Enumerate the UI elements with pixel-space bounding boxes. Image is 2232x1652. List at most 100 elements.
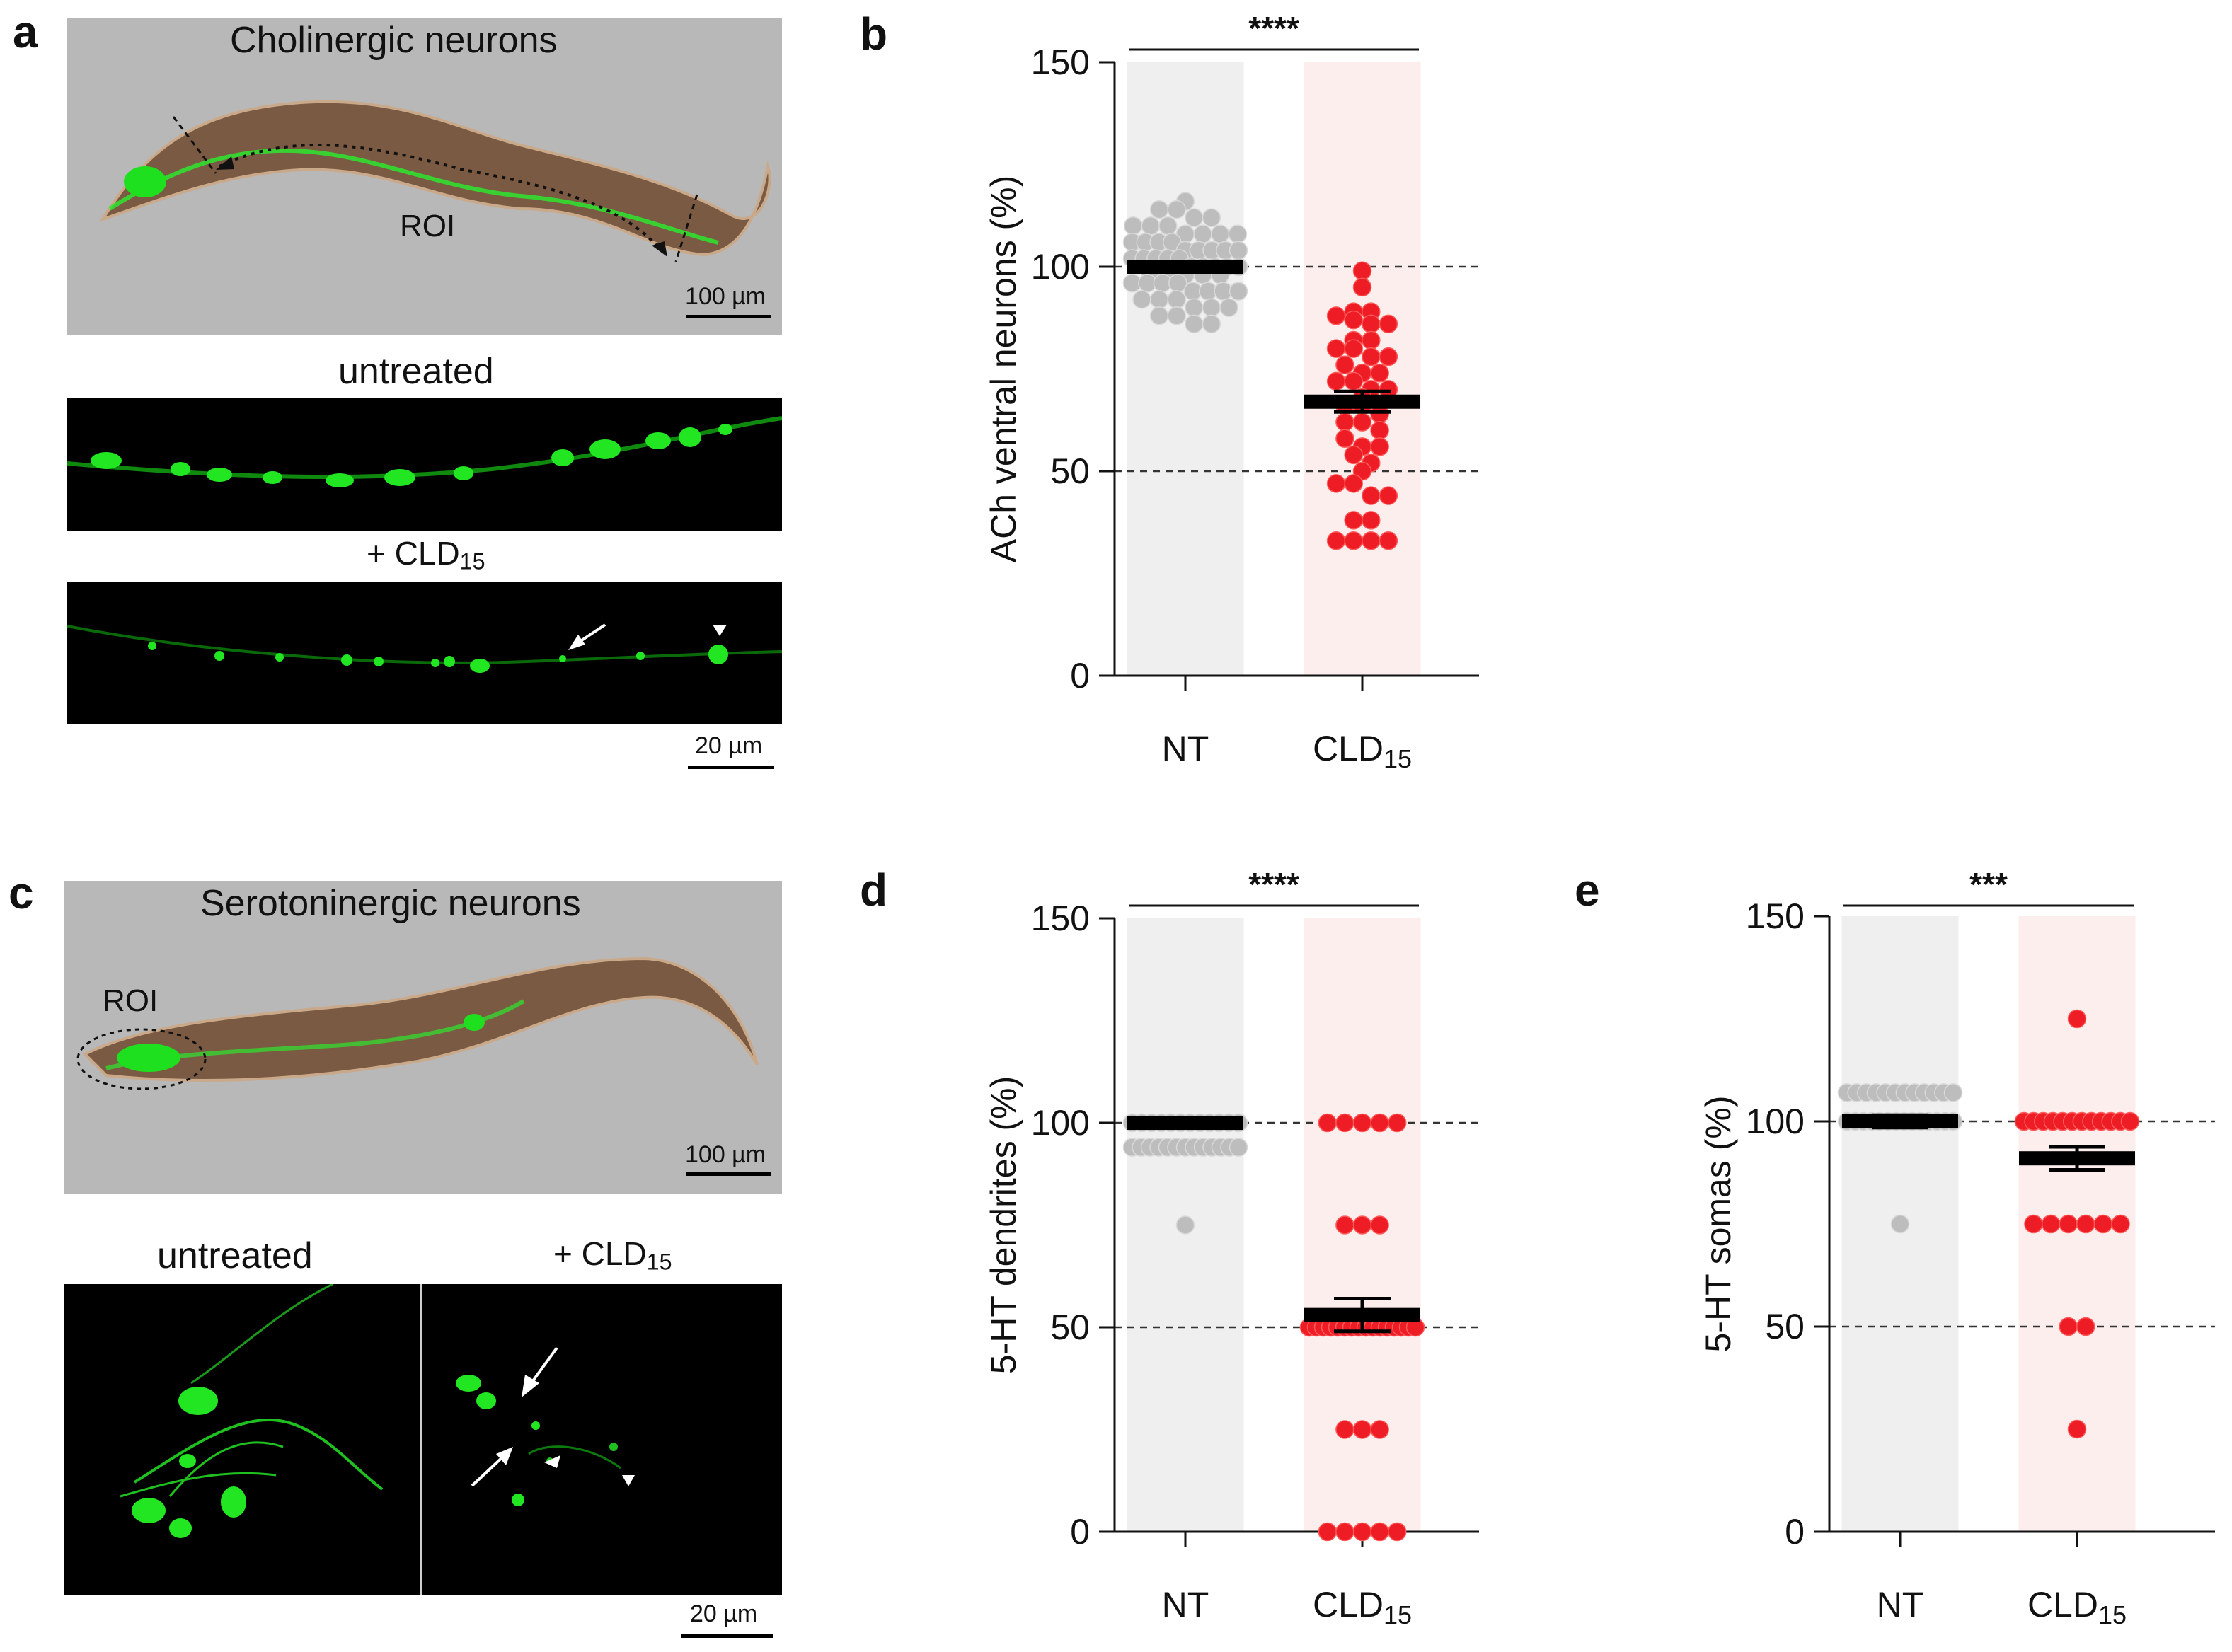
x-tick-label-nt: NT xyxy=(1877,1585,1924,1624)
serotoninergic-treated-micrograph xyxy=(422,1284,782,1595)
roi-arrow-path xyxy=(219,144,663,253)
roi-label-a: ROI xyxy=(400,209,456,243)
data-point-cld15 xyxy=(1370,364,1389,383)
data-point-cld15 xyxy=(2120,1111,2140,1131)
data-point-cld15 xyxy=(1387,1113,1407,1133)
data-point-cld15 xyxy=(2024,1214,2043,1234)
data-point-cld15 xyxy=(1370,1113,1389,1133)
chart-e: e 0 50 100 150 5-HT somas (%) NT CLD15 *** xyxy=(1575,865,2215,1629)
data-point-cld15 xyxy=(1352,1215,1372,1235)
data-point-nt xyxy=(1202,208,1221,227)
data-point-cld15 xyxy=(1335,1522,1354,1542)
chart-d-container: d 0 50 100 150 5-HT dendrites (%) NT CLD15 **** xyxy=(835,856,1529,1648)
arrowhead-icon xyxy=(544,1455,560,1468)
roi-arrow-head-left xyxy=(216,156,234,170)
data-point-cld15 xyxy=(1326,531,1346,550)
y-tick-label: 50 xyxy=(1765,1307,1805,1346)
data-point-nt xyxy=(1149,289,1169,309)
y-tick-label: 150 xyxy=(1031,42,1090,82)
scale-label-a-top: 100 µm xyxy=(685,283,766,310)
data-point-cld15 xyxy=(1362,314,1381,334)
data-point-nt xyxy=(1185,298,1204,318)
data-point-nt xyxy=(1167,306,1186,325)
mean-bar-nt xyxy=(1127,1116,1243,1130)
cholinergic-treated-micrograph xyxy=(67,582,782,724)
y-tick-label: 50 xyxy=(1050,1307,1090,1347)
data-point-cld15 xyxy=(2059,1317,2078,1336)
data-point-cld15 xyxy=(1344,474,1363,493)
treated-label-a-sub: 15 xyxy=(459,548,485,574)
data-point-cld15 xyxy=(1326,306,1346,325)
scale-bar-c-bottom xyxy=(681,1634,773,1638)
data-point-nt xyxy=(1202,298,1221,318)
data-point-nt xyxy=(1185,208,1204,227)
data-point-cld15 xyxy=(1326,371,1346,391)
cholinergic-worm-image: Cholinergic neurons ROI 100 µm xyxy=(67,18,782,335)
data-point-nt xyxy=(1175,1215,1195,1235)
worm-illustration-c xyxy=(76,957,759,1090)
y-tick-label: 100 xyxy=(1031,247,1090,287)
worm-head-fluor xyxy=(124,166,166,197)
roi-start-line xyxy=(172,116,217,174)
chart-e-container: e 0 50 100 150 5-HT somas (%) NT CLD15 *** xyxy=(1550,856,2229,1648)
data-point-nt xyxy=(1149,200,1169,219)
data-point-cld15 xyxy=(1335,1420,1354,1439)
data-point-nt xyxy=(1167,200,1186,219)
panel-a-title: Cholinergic neurons xyxy=(230,20,558,61)
data-point-cld15 xyxy=(2041,1214,2061,1234)
data-point-cld15 xyxy=(1344,371,1363,391)
panel-letter-b: b xyxy=(860,8,887,59)
untreated-neurons-svg xyxy=(120,1284,384,1538)
data-point-cld15 xyxy=(1335,1215,1354,1235)
x-tick-label-nt: NT xyxy=(1162,1585,1209,1624)
roi-ellipse xyxy=(76,1028,207,1090)
data-point-nt xyxy=(1202,314,1221,334)
mean-bar-nt xyxy=(1842,1114,1958,1128)
treated-cord-svg xyxy=(67,623,782,673)
worm-fluor-cord xyxy=(108,148,719,245)
data-point-cld15 xyxy=(1326,474,1346,493)
data-point-cld15 xyxy=(1344,339,1363,358)
mean-bar-cld15 xyxy=(1304,394,1420,409)
roi-label-c: ROI xyxy=(103,983,159,1018)
y-axis-label: 5-HT somas (%) xyxy=(1698,1095,1738,1352)
data-point-nt xyxy=(1943,1083,1963,1102)
y-tick-label: 50 xyxy=(1050,451,1090,491)
scale-bar-a-top xyxy=(686,315,771,318)
data-point-cld15 xyxy=(1335,412,1354,432)
micrograph-divider xyxy=(420,1284,422,1595)
data-point-cld15 xyxy=(2076,1317,2095,1336)
data-point-cld15 xyxy=(2067,1419,2087,1439)
scale-bar-a-bottom xyxy=(688,766,774,769)
data-point-cld15 xyxy=(1362,347,1381,366)
data-point-cld15 xyxy=(1352,1113,1372,1133)
chart-b-container: b 0 50 100 150 ACh ventral neurons (%) NT CLD15… xyxy=(835,0,1529,814)
data-point-cld15 xyxy=(1362,511,1381,530)
y-tick-label: 0 xyxy=(1070,1512,1090,1552)
roi-arrow-head-right xyxy=(652,241,667,257)
data-point-cld15 xyxy=(1352,412,1372,432)
arrow-icon xyxy=(471,1452,507,1487)
cholinergic-untreated-micrograph xyxy=(67,398,782,531)
x-tick-label-cld15: CLD15 xyxy=(1313,729,1412,773)
data-point-cld15 xyxy=(1344,511,1363,530)
data-point-cld15 xyxy=(1344,445,1363,465)
y-tick-label: 150 xyxy=(1031,899,1090,938)
mean-bar-cld15 xyxy=(2019,1151,2135,1166)
chart-b: b 0 50 100 150 ACh ventral neurons (%) NT CLD15… xyxy=(860,8,1479,773)
arrowhead-icon xyxy=(713,625,727,636)
data-point-cld15 xyxy=(1352,1522,1372,1542)
data-point-cld15 xyxy=(1370,1215,1389,1235)
data-point-nt xyxy=(1167,289,1186,309)
data-point-cld15 xyxy=(1379,347,1398,366)
data-point-cld15 xyxy=(1379,314,1398,334)
data-point-nt xyxy=(1229,241,1248,260)
worm-body-c xyxy=(82,957,759,1082)
untreated-cord-svg xyxy=(67,416,782,487)
data-point-nt xyxy=(1185,314,1204,334)
data-point-nt xyxy=(1158,216,1178,236)
x-tick-label-nt: NT xyxy=(1162,729,1209,768)
data-point-cld15 xyxy=(1352,261,1372,281)
x-tick-label-cld15: CLD15 xyxy=(1313,1585,1412,1629)
data-point-cld15 xyxy=(2067,1009,2087,1029)
